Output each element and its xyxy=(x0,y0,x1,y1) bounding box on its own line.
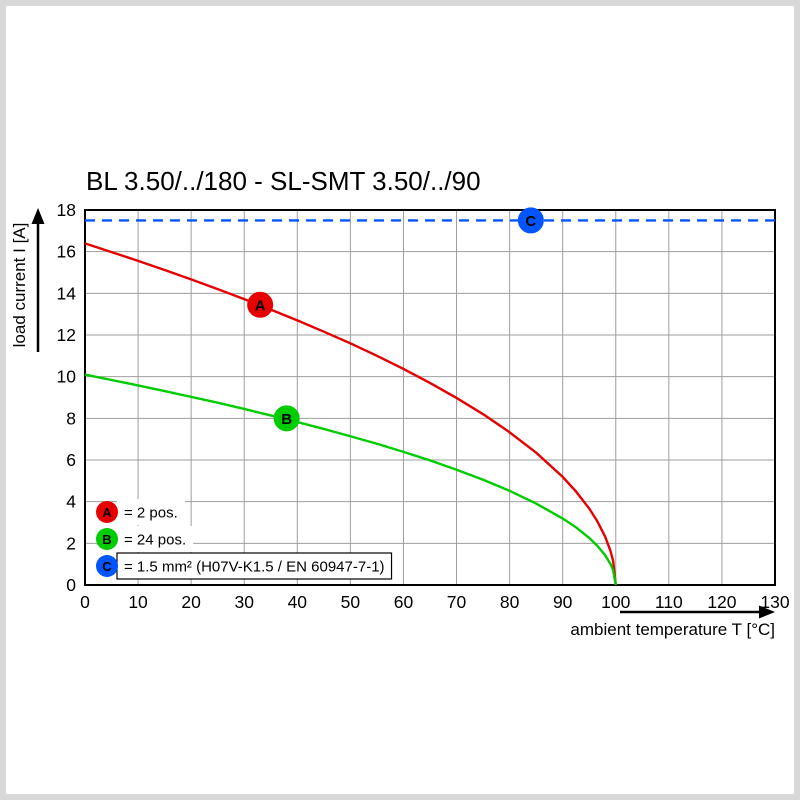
legend-marker-letter-b: B xyxy=(102,532,111,547)
legend-marker-circle-b xyxy=(96,528,118,550)
legend-text-box-b xyxy=(117,526,194,552)
legend-marker-letter-a: A xyxy=(102,505,112,520)
legend-item-c: = 1.5 mm² (H07V-K1.5 / EN 60947-7-1) C xyxy=(96,552,393,580)
plot-border xyxy=(84,209,776,586)
marker-circle-b xyxy=(273,405,300,432)
x-tick-label: 70 xyxy=(447,592,467,612)
x-tick-label: 0 xyxy=(80,592,90,612)
x-tick-label: 20 xyxy=(181,592,201,612)
y-tick-label: 2 xyxy=(66,533,76,553)
legend-text-b: = 24 pos. xyxy=(124,532,186,549)
x-axis-tick-labels: 0 10 20 30 40 50 60 70 80 90 100 110 120 130 xyxy=(80,592,790,612)
marker-c: C xyxy=(517,207,544,234)
y-axis-arrow-head xyxy=(31,208,45,224)
marker-a: A xyxy=(247,291,274,318)
marker-circle-a xyxy=(247,291,274,318)
marker-letter-a: A xyxy=(255,297,266,314)
x-tick-label: 30 xyxy=(234,592,254,612)
page-title: BL 3.50/../180 - SL-SMT 3.50/../90 xyxy=(86,166,481,196)
y-tick-label: 16 xyxy=(57,242,76,262)
legend-marker-letter-c: C xyxy=(102,559,112,574)
marker-letter-c: C xyxy=(525,213,536,230)
y-tick-label: 0 xyxy=(66,575,76,595)
x-axis-arrow xyxy=(620,605,775,619)
y-tick-label: 12 xyxy=(57,325,76,345)
x-tick-label: 40 xyxy=(288,592,308,612)
x-tick-label: 90 xyxy=(553,592,573,612)
x-tick-label: 10 xyxy=(128,592,148,612)
x-tick-label: 110 xyxy=(655,592,683,612)
legend-text-a: = 2 pos. xyxy=(124,505,178,522)
x-tick-label: 100 xyxy=(601,592,630,612)
y-tick-label: 14 xyxy=(57,283,77,303)
legend-text-c: = 1.5 mm² (H07V-K1.5 / EN 60947-7-1) xyxy=(124,559,385,576)
curve-a xyxy=(84,242,617,586)
marker-letter-b: B xyxy=(281,411,292,428)
x-axis-arrow-head xyxy=(759,605,775,619)
y-tick-label: 10 xyxy=(57,367,77,387)
y-tick-label: 18 xyxy=(57,200,76,220)
x-axis-label: ambient temperature T [°C] xyxy=(570,620,775,639)
x-tick-label: 80 xyxy=(500,592,520,612)
legend-marker-circle-c xyxy=(96,555,118,577)
legend-text-box-c xyxy=(116,552,393,580)
legend-item-b: = 24 pos. B xyxy=(96,526,194,552)
x-tick-label: 60 xyxy=(394,592,414,612)
y-tick-label: 4 xyxy=(66,492,76,512)
curve-b xyxy=(84,373,617,586)
marker-b: B xyxy=(273,405,300,432)
legend-text-box-a xyxy=(117,499,185,525)
x-tick-label: 130 xyxy=(760,592,789,612)
x-tick-label: 120 xyxy=(707,592,736,612)
marker-circle-c xyxy=(517,207,544,234)
y-tick-label: 8 xyxy=(66,408,76,428)
y-axis-label: load current I [A] xyxy=(10,222,29,348)
y-tick-label: 6 xyxy=(66,450,76,470)
y-axis-tick-labels: 0 2 4 6 8 10 12 14 16 18 xyxy=(57,200,77,595)
legend-marker-circle-a xyxy=(96,501,118,523)
x-tick-label: 50 xyxy=(341,592,361,612)
plot-grid xyxy=(85,210,775,585)
legend: = 2 pos. A = 24 pos. B = 1.5 mm² (H07V-K1.5 … xyxy=(96,499,393,580)
legend-item-a: = 2 pos. A xyxy=(96,499,185,525)
y-axis-arrow xyxy=(31,208,45,352)
